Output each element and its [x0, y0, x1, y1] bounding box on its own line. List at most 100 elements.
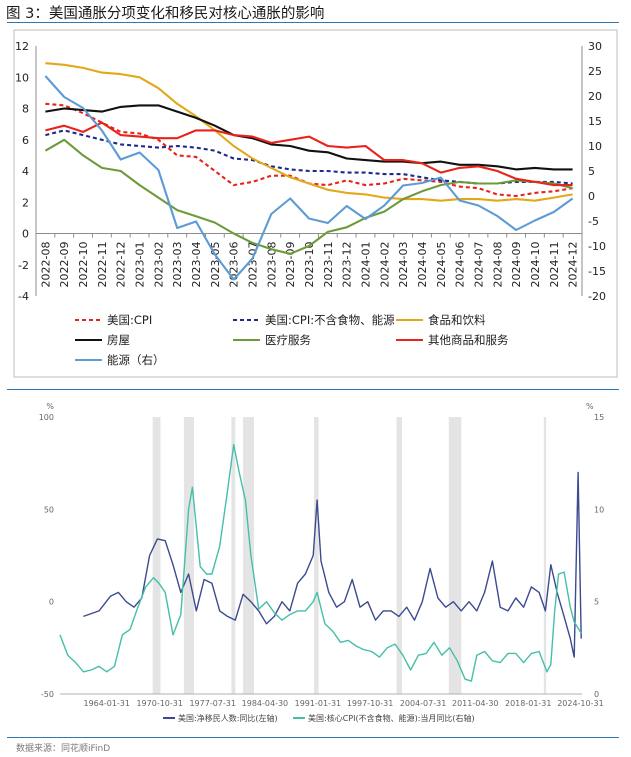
x-tick-label: 2024-10: [529, 242, 542, 288]
x-tick-label: 2023-11: [322, 242, 335, 288]
left-tick-label: 8: [22, 103, 29, 116]
series-line: [45, 129, 573, 185]
x-tick-label: 2024-06: [454, 242, 467, 288]
series-line: [59, 444, 582, 682]
x-tick-label: 2023-10: [303, 242, 316, 288]
x-tick-label: 2022-08: [39, 242, 52, 288]
left-tick-label: -2: [18, 259, 29, 272]
right-tick-label: 10: [594, 505, 604, 514]
x-tick-label: 2023-04: [190, 242, 203, 288]
right-tick-label: 25: [588, 65, 602, 78]
left-tick-label: 0: [22, 228, 29, 241]
series-line: [44, 75, 574, 281]
x-tick-label: 2018-01-31: [505, 699, 552, 708]
right-tick-label: 5: [594, 598, 599, 607]
series-line: [83, 471, 582, 658]
legend-label: 美国:CPI:不含食物、能源: [265, 313, 395, 327]
left-tick-label: 2: [22, 196, 29, 209]
x-tick-label: 2024-09: [510, 242, 523, 288]
legend-label: 美国:核心CPI(不含食物、能源):当月同比(右轴): [308, 713, 475, 723]
x-tick-label: 2023-12: [341, 242, 354, 288]
legend-label: 美国:CPI: [107, 313, 152, 327]
left-axis-unit: %: [46, 402, 54, 411]
x-tick-label: 2004-07-31: [400, 699, 447, 708]
x-tick-label: 2024-04: [416, 242, 429, 288]
right-tick-label: 0: [588, 190, 595, 203]
recession-band: [152, 417, 161, 694]
legend-label: 食品和饮料: [428, 313, 486, 327]
recession-band: [183, 417, 195, 694]
x-tick-label: 2024-10-31: [557, 699, 604, 708]
legend-label: 美国:净移民人数:同比(左轴): [178, 713, 278, 723]
left-tick-label: 10: [15, 71, 29, 84]
right-axis-unit: %: [586, 402, 594, 411]
recession-band: [543, 417, 547, 694]
series-line: [45, 104, 573, 171]
left-tick-label: 50: [44, 505, 54, 514]
legend-label: 能源（右）: [107, 353, 165, 367]
x-tick-label: 2024-08: [491, 242, 504, 288]
x-tick-label: 1991-01-31: [295, 699, 342, 708]
x-tick-label: 2011-04-30: [452, 699, 499, 708]
x-tick-label: 2024-02: [378, 242, 391, 288]
inflation-components-chart: -4-2024681012-20-15-10-50510152025302022…: [13, 29, 618, 378]
x-tick-label: 1964-01-31: [83, 699, 130, 708]
recession-band: [448, 417, 462, 694]
right-tick-label: 30: [588, 40, 602, 53]
right-tick-label: -15: [588, 265, 606, 278]
right-tick-label: 15: [588, 115, 602, 128]
x-tick-label: 2024-11: [548, 242, 561, 288]
x-tick-label: 2022-10: [77, 242, 90, 288]
x-tick-label: 1970-10-31: [136, 699, 183, 708]
left-tick-label: 12: [15, 40, 29, 53]
x-tick-label: 2024-01: [359, 242, 372, 288]
x-tick-label: 2024-05: [435, 242, 448, 288]
right-tick-label: 0: [594, 690, 599, 699]
left-tick-label: 0: [49, 598, 54, 607]
title-rule: [7, 22, 619, 23]
x-tick-label: 2022-09: [58, 242, 71, 288]
legend-label: 医疗服务: [265, 333, 311, 347]
x-tick-label: 1984-04-30: [242, 699, 289, 708]
x-tick-label: 2024-03: [397, 242, 410, 288]
right-tick-label: -20: [588, 290, 606, 303]
legend-label: 其他商品和服务: [428, 333, 509, 347]
x-tick-label: 2023-05: [209, 242, 222, 288]
x-tick-label: 2022-12: [115, 242, 128, 288]
right-tick-label: 15: [594, 413, 604, 422]
figure-title: 图 3：美国通胀分项变化和移民对核心通胀的影响: [6, 6, 325, 22]
series-line: [45, 62, 573, 202]
legend-label: 房屋: [107, 333, 130, 347]
recession-band: [231, 417, 236, 694]
left-tick-label: 100: [39, 413, 54, 422]
series-line: [44, 138, 573, 255]
left-tick-label: 4: [22, 165, 29, 178]
x-tick-label: 2023-01: [134, 242, 147, 288]
x-tick-label: 2023-08: [265, 242, 278, 288]
footer-rule: [7, 737, 619, 738]
recession-band: [243, 417, 254, 694]
x-tick-label: 2023-07: [247, 242, 260, 288]
x-tick-label: 1977-07-31: [189, 699, 236, 708]
x-tick-label: 1997-10-31: [347, 699, 394, 708]
section-divider: [7, 389, 619, 390]
recession-band: [396, 417, 403, 694]
right-tick-label: 10: [588, 140, 602, 153]
right-tick-label: -10: [588, 240, 606, 253]
right-tick-label: -5: [588, 215, 599, 228]
chart-frame: [13, 29, 618, 378]
x-tick-label: 2024-07: [472, 242, 485, 288]
x-tick-label: 2022-11: [96, 242, 109, 288]
data-source-note: 数据来源：同花顺iFinD: [16, 744, 111, 754]
left-tick-label: 6: [22, 134, 29, 147]
right-tick-label: 20: [588, 90, 602, 103]
x-tick-label: 2023-02: [152, 242, 165, 288]
series-line: [45, 121, 573, 187]
recession-band: [313, 417, 319, 694]
left-tick-label: -4: [18, 290, 29, 303]
x-tick-label: 2023-03: [171, 242, 184, 288]
left-tick-label: -50: [41, 690, 54, 699]
x-tick-label: 2024-12: [567, 242, 580, 288]
right-tick-label: 5: [588, 165, 595, 178]
